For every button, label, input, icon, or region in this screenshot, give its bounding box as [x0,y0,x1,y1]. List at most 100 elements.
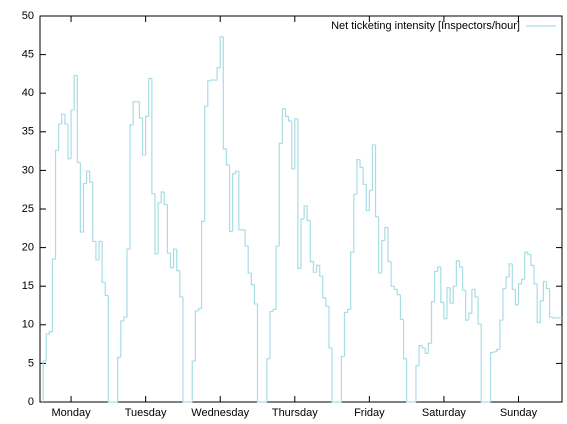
step-segment [48,331,53,335]
y-tick-label: 35 [22,126,34,138]
step-segment [365,184,370,212]
step-segment [126,248,131,318]
step-segment [200,220,205,309]
step-segment [474,289,479,298]
step-segment [216,67,221,81]
step-segment [64,114,68,125]
step-segment [533,265,538,285]
step-segment [141,117,146,156]
y-tick-label: 5 [28,357,34,369]
step-segment [73,74,78,111]
step-segment [250,273,255,286]
step-segment [399,294,404,320]
step-segment [197,307,202,311]
step-segment [458,260,463,268]
step-segment [160,191,165,203]
step-segment [138,101,143,119]
step-segment [275,245,280,310]
step-segment [182,297,193,403]
y-tick-label: 10 [22,319,34,331]
step-segment [132,101,137,125]
step-segment [378,216,382,274]
step-segment [54,149,59,260]
step-segment [166,204,171,254]
step-segment [123,316,127,321]
step-segment [477,297,482,325]
step-segment [356,158,361,195]
step-segment [514,289,519,306]
step-segment [530,254,535,266]
step-segment [545,281,550,290]
step-segment [434,270,438,302]
step-segment [179,270,183,298]
step-segment [76,75,81,164]
step-segment [169,253,174,269]
step-segment [291,120,295,170]
step-segment [362,167,367,185]
step-segment [173,248,177,268]
step-segment [67,124,72,160]
step-segment [306,205,311,222]
step-segment [157,202,162,254]
step-segment [502,287,507,321]
step-segment [517,283,522,305]
y-tick-label: 15 [22,280,34,292]
step-segment [322,276,326,299]
step-segment [61,113,65,125]
step-segment [145,115,149,155]
step-segment [154,193,159,255]
step-segment [303,205,308,220]
step-segment [235,170,239,174]
step-segment [340,355,345,402]
step-segment [440,266,444,304]
y-tick-label: 40 [22,87,34,99]
step-segment [256,303,267,403]
step-segment [315,264,320,273]
x-tick-label: Monday [52,407,92,419]
step-segment [374,144,379,218]
step-segment [461,266,466,291]
step-segment [521,278,525,284]
step-segment [427,342,432,354]
step-segment [297,118,301,270]
step-segment [281,108,286,144]
y-tick-label: 0 [28,396,34,408]
step-segment [92,181,96,243]
step-segment [107,295,118,403]
legend-label: Net ticketing intensity [Inspectors/hour… [331,20,520,32]
step-segment [86,170,90,184]
step-segment [437,266,441,272]
step-segment [343,311,348,357]
step-segment [51,258,56,332]
step-segment [309,220,314,263]
step-segment [353,193,357,253]
step-segment [415,365,420,402]
step-segment [129,124,134,250]
step-segment [328,306,333,349]
step-segment [350,251,354,310]
step-segment [489,351,494,402]
step-segment [443,302,448,320]
step-segment [287,116,292,122]
step-segment [278,142,283,247]
y-tick-label: 30 [22,164,34,176]
step-segment [359,159,364,168]
x-tick-label: Tuesday [125,407,167,419]
step-segment [210,79,214,81]
x-tick-label: Saturday [422,407,467,419]
step-segment [204,105,208,222]
x-tick-label: Thursday [272,407,318,419]
step-segment [536,283,541,324]
step-segment [101,241,106,283]
step-segment [219,36,224,68]
step-segment [253,284,258,305]
step-segment [396,289,401,296]
step-segment [120,320,124,358]
y-tick-label: 25 [22,203,34,215]
step-segment [381,240,385,274]
step-segment [58,123,62,151]
step-segment [294,118,298,169]
step-segment [390,261,395,287]
step-segment [424,347,429,354]
step-segment [393,286,398,290]
